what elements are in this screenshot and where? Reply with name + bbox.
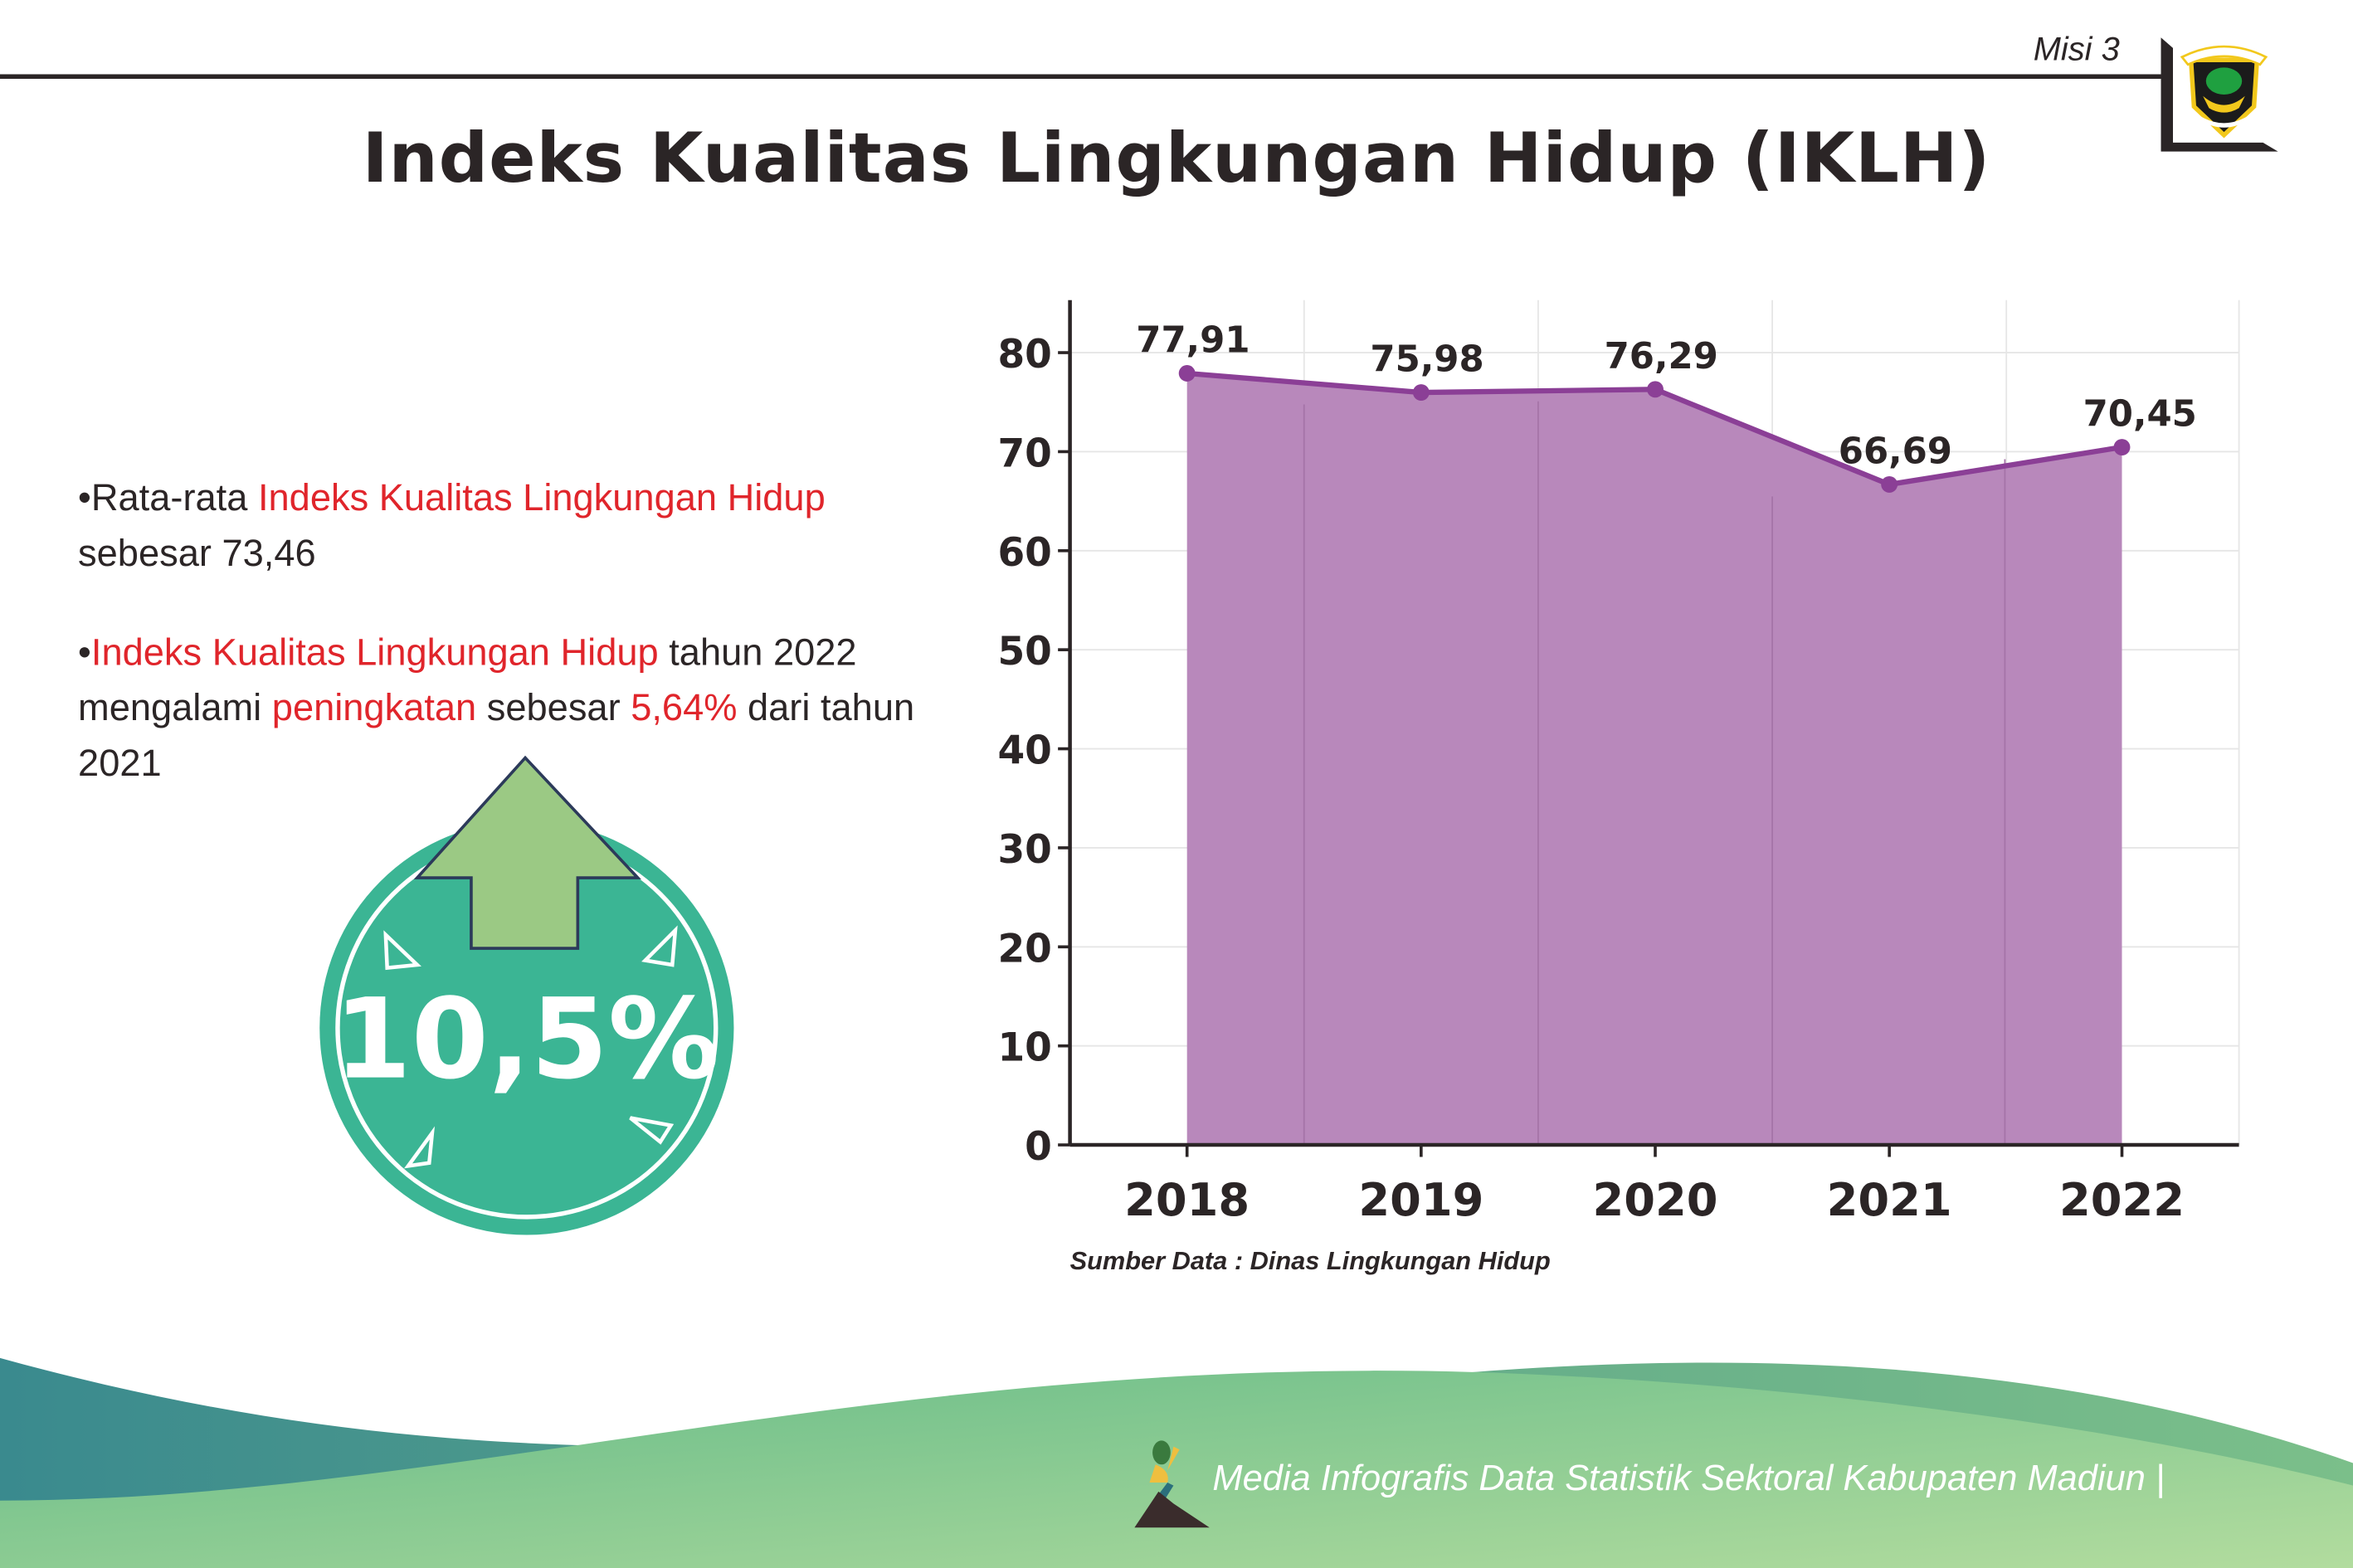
kabupaten-madiun-logo [2180, 45, 2268, 139]
corner-bracket [2161, 37, 2278, 152]
x-tick-label: 2020 [1592, 1174, 1717, 1226]
bullet-highlight: 5,64% [631, 687, 738, 730]
increase-badge [319, 755, 734, 1235]
badge-circle [319, 821, 734, 1235]
footer-wave-front [0, 1371, 2353, 1568]
bullet-text: • [78, 631, 91, 674]
x-tick-label: 2021 [1827, 1174, 1952, 1226]
x-tick-label: 2022 [2059, 1174, 2185, 1226]
misi-label: Misi 3 [2033, 30, 2120, 68]
y-tick-label: 30 [997, 827, 1051, 873]
y-tick-label: 20 [997, 926, 1051, 971]
data-point [1647, 381, 1664, 398]
bullet-text: dari tahun 2021 [78, 687, 915, 785]
bullet-text: sebesar 73,46 [78, 533, 316, 575]
x-tick-label: 2018 [1124, 1174, 1250, 1226]
y-tick-label: 70 [997, 431, 1051, 477]
data-label: 66,69 [1839, 431, 1952, 473]
data-label: 77,91 [1136, 320, 1250, 362]
data-point [1412, 384, 1430, 401]
bullet-average: •Rata-rata Indeks Kualitas Lingkungan Hi… [78, 471, 918, 582]
source-note: Sumber Data : Dinas Lingkungan Hidup [1069, 1247, 1551, 1276]
arrow-up-icon [413, 755, 641, 950]
sparkle-icons [383, 925, 678, 1169]
x-tick-label: 2019 [1358, 1174, 1483, 1226]
data-label: 70,45 [2083, 394, 2197, 436]
media-infografis-logo [1134, 1440, 1210, 1528]
bullet-highlight: Indeks Kualitas Lingkungan Hidup [90, 631, 659, 674]
badge-value: 10,5% [334, 975, 720, 1105]
bullet-text: sebesar [476, 687, 631, 730]
data-point [1881, 475, 1898, 493]
y-tick-label: 50 [997, 629, 1051, 674]
y-tick-label: 60 [997, 530, 1051, 576]
y-tick-label: 10 [997, 1025, 1051, 1071]
footer-text: Media Infografis Data Statistik Sektoral… [1212, 1458, 2165, 1499]
bullet-highlight: peningkatan [271, 687, 477, 730]
bullet-highlight: Indeks Kualitas Lingkungan Hidup [257, 477, 826, 519]
y-tick-label: 0 [1025, 1124, 1052, 1170]
data-point [2113, 439, 2131, 455]
data-label: 76,29 [1605, 336, 1718, 377]
bullet-text: tahun 2022 mengalami [78, 631, 857, 730]
data-label: 75,98 [1370, 339, 1483, 381]
page-title: Indeks Kualitas Lingkungan Hidup (IKLH) [362, 117, 1991, 198]
y-tick-label: 40 [997, 728, 1051, 774]
bullet-increase: •Indeks Kualitas Lingkungan Hidup tahun … [78, 626, 918, 792]
area-fill [1186, 373, 2122, 1146]
data-point [1178, 365, 1196, 382]
bullet-text: •Rata-rata [78, 477, 258, 519]
y-tick-label: 80 [997, 332, 1051, 377]
